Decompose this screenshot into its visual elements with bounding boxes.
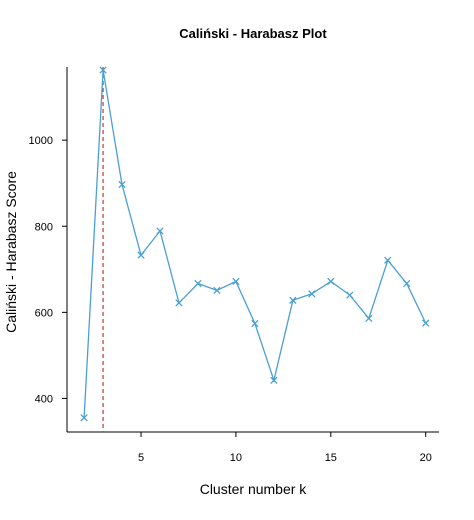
- marker-stroke: [289, 296, 297, 304]
- marker-stroke: [156, 227, 164, 235]
- y-tick-label: 400: [35, 393, 53, 405]
- data-point-marker: [384, 256, 392, 264]
- data-point-marker: [232, 277, 240, 286]
- marker-stroke: [80, 414, 88, 422]
- data-point-marker: [327, 277, 335, 286]
- data-point-marker: [270, 376, 278, 385]
- marker-stroke: [175, 299, 183, 307]
- data-point-marker: [213, 286, 221, 295]
- marker-stroke: [422, 319, 430, 327]
- marker-stroke: [137, 251, 145, 259]
- x-tick-label: 10: [230, 452, 242, 464]
- marker-stroke: [232, 277, 240, 286]
- chart-title: Caliński - Harabasz Plot: [179, 26, 327, 41]
- marker-stroke: [327, 277, 335, 286]
- series-layer: [80, 66, 430, 422]
- data-point-marker: [194, 279, 202, 288]
- data-point-marker: [346, 291, 354, 299]
- data-point-marker: [156, 227, 164, 235]
- y-axis-label: Caliński - Harabasz Score: [3, 171, 19, 333]
- marker-stroke: [118, 180, 126, 189]
- marker-stroke: [384, 256, 392, 264]
- marker-stroke: [346, 291, 354, 299]
- y-tick-label: 1000: [29, 135, 53, 147]
- marker-stroke: [213, 286, 221, 295]
- data-point-marker: [403, 279, 411, 288]
- data-point-marker: [99, 66, 107, 74]
- marker-stroke: [270, 376, 278, 385]
- data-point-marker: [308, 290, 316, 298]
- data-point-marker: [137, 251, 145, 259]
- data-point-marker: [289, 296, 297, 304]
- data-point-marker: [80, 414, 88, 422]
- y-tick-label: 600: [35, 307, 53, 319]
- marker-stroke: [308, 290, 316, 298]
- y-tick-label: 800: [35, 221, 53, 233]
- x-tick-label: 20: [420, 452, 432, 464]
- x-tick-label: 15: [325, 452, 337, 464]
- marker-stroke: [99, 66, 107, 74]
- data-point-marker: [118, 180, 126, 189]
- axes-layer: 5 10 15 20 400 600 800 1000: [29, 67, 439, 464]
- x-tick-label: 5: [138, 452, 144, 464]
- x-axis-label: Cluster number k: [200, 481, 308, 497]
- marker-stroke: [194, 279, 202, 288]
- data-point-marker: [422, 319, 430, 327]
- data-point-marker: [365, 314, 373, 323]
- marker-stroke: [365, 314, 373, 323]
- data-point-marker: [175, 299, 183, 307]
- marker-stroke: [403, 279, 411, 288]
- data-point-marker: [251, 319, 259, 328]
- series-line: [83, 69, 427, 418]
- marker-stroke: [251, 319, 259, 328]
